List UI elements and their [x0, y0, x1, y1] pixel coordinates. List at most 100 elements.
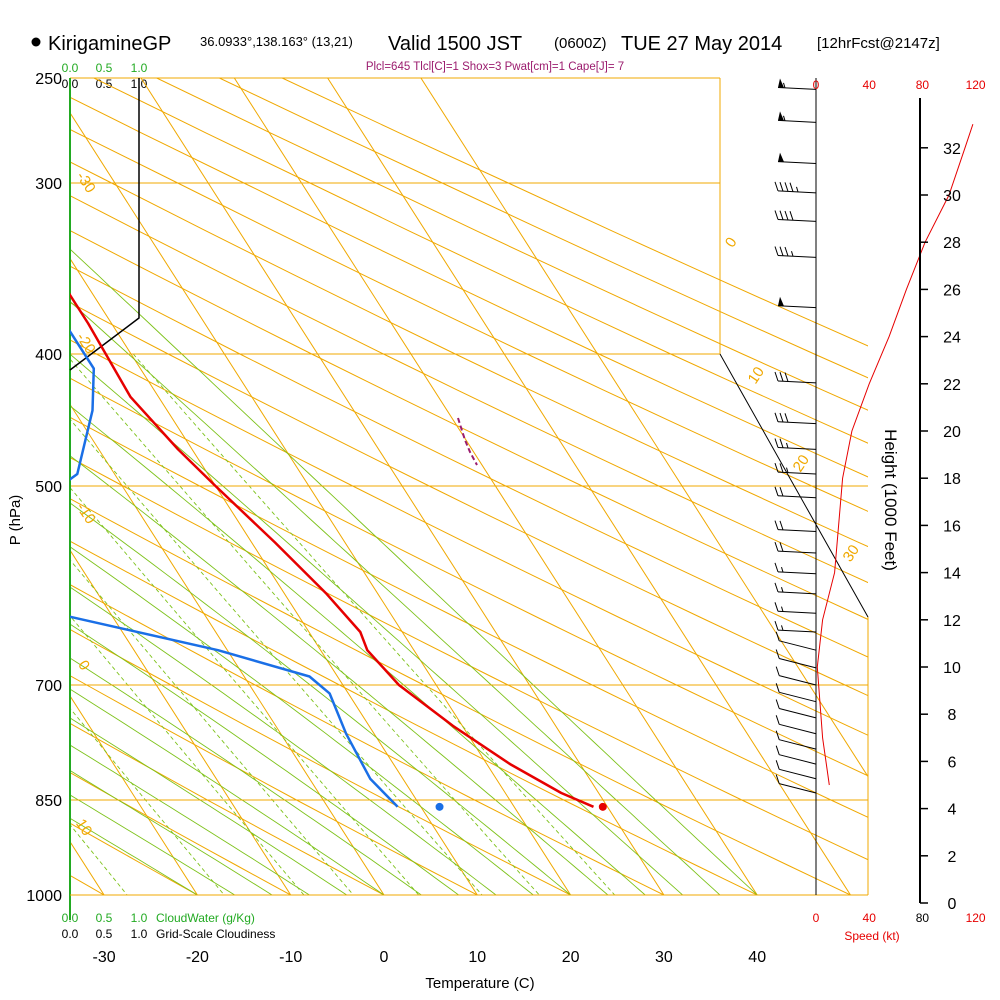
wind-barb-staff — [779, 640, 817, 651]
height-tick-label: 28 — [943, 235, 961, 252]
wind-barb-feather — [774, 562, 779, 573]
wind-barb — [774, 246, 817, 258]
height-tick-label: 10 — [943, 660, 961, 677]
wind-barb — [774, 486, 817, 499]
temperature-tick-label: -30 — [93, 949, 116, 966]
wind-barb-feather — [779, 210, 784, 220]
surface-temperature-dot — [598, 802, 607, 811]
wind-barb-half-feather — [781, 606, 784, 612]
height-tick-label: 32 — [943, 141, 961, 158]
wind-barb-staff — [779, 783, 817, 794]
wind-barb — [775, 715, 817, 735]
dry-adiabat-line — [70, 457, 868, 861]
mixing-ratio-line — [70, 707, 225, 895]
wind-barb — [774, 371, 817, 384]
wind-barb-feather — [774, 520, 779, 530]
wind-barb-feather — [775, 699, 780, 709]
height-tick-label: 26 — [943, 282, 961, 299]
wind-barb-half-feather — [796, 186, 799, 193]
wind-barb — [774, 541, 817, 554]
moist-adiabat-line — [70, 586, 497, 895]
wind-barb — [774, 520, 817, 533]
mixing-ratio-label: 5 — [417, 901, 436, 917]
wind-barb-feather — [789, 182, 794, 192]
wind-barb — [775, 666, 817, 686]
wind-speed-profile — [816, 124, 974, 786]
isotherm-label: -10 — [73, 500, 99, 527]
pressure-axis-label: P (hPa) — [7, 495, 24, 546]
wind-barb-feather — [779, 246, 784, 256]
dry-adiabat-line — [70, 416, 868, 818]
wind-barb-feather — [775, 760, 780, 770]
speed-tick-top: 0 — [813, 78, 820, 92]
pressure-tick-label: 1000 — [26, 888, 62, 905]
wind-barb-feather — [775, 631, 780, 641]
moist-adiabat-line — [70, 744, 310, 895]
isotherm-line — [0, 78, 11, 895]
wind-barb-feather — [774, 412, 779, 422]
cloudwater-bottom-tick: 0.0 — [62, 911, 79, 925]
dry-adiabat-line — [70, 628, 571, 895]
speed-tick-bottom: 120 — [966, 911, 986, 925]
cloudwater-legend-label: CloudWater (g/Kg) — [156, 911, 255, 925]
height-tick-label: 24 — [943, 330, 961, 347]
wind-barb-flag — [778, 78, 784, 88]
moist-adiabat-line — [70, 769, 273, 895]
valid-time: Valid 1500 JST — [388, 33, 522, 55]
wind-barb-feather — [774, 181, 779, 192]
dry-adiabat-line — [219, 78, 868, 379]
cloudiness-legend-label: Grid-Scale Cloudiness — [156, 927, 275, 941]
forecast-info: [12hrFcst@2147z] — [817, 35, 940, 52]
wind-barb-feather — [779, 520, 784, 531]
wind-barb-staff — [777, 161, 817, 164]
wind-barb-feather — [779, 486, 784, 497]
wind-barb-feather — [774, 602, 779, 612]
height-tick-label: 18 — [943, 471, 961, 488]
wind-barb-feather — [774, 620, 779, 631]
wind-barb — [774, 562, 817, 575]
wind-barb-staff — [779, 768, 817, 780]
wind-barb-feather — [775, 683, 780, 693]
temperature-tick-label: 0 — [380, 949, 389, 966]
valid-date: TUE 27 May 2014 — [621, 33, 782, 55]
mixing-ratio-label: 3 — [352, 901, 371, 917]
temperature-tick-label: 20 — [562, 949, 580, 966]
wind-barb-half-feather — [786, 467, 789, 473]
wind-barb-feather — [775, 666, 780, 676]
isobar-lines — [70, 77, 868, 801]
wind-barb — [775, 745, 817, 765]
wind-barb — [777, 152, 817, 164]
wind-barb-staff — [777, 591, 817, 595]
dry-adiabat-line — [93, 78, 868, 444]
dry-adiabat-line — [70, 230, 868, 620]
dry-adiabat-line — [70, 584, 665, 895]
moist-adiabat-line — [70, 248, 758, 895]
wind-barb-feather — [784, 210, 789, 221]
wind-barb-feather — [775, 774, 780, 784]
wind-barb-feather — [784, 246, 789, 257]
wind-barb-half-feather — [781, 566, 784, 573]
wind-barbs — [774, 78, 817, 794]
wind-barb-feather — [775, 649, 780, 659]
wind-barb-staff — [777, 529, 817, 533]
wind-barb-staff — [777, 255, 817, 258]
wind-barb-staff — [777, 471, 817, 475]
cloudiness-bottom-scale: 0.0 0.5 1.0 Grid-Scale Cloudiness — [62, 927, 276, 941]
temperature-tick-label: 10 — [468, 949, 486, 966]
height-tick-label: 6 — [948, 754, 957, 771]
station-name: KirigamineGP — [48, 33, 171, 55]
adiabat-label: 10 — [745, 364, 768, 387]
parcel-lcl-marker — [457, 417, 478, 466]
temperature-profile — [70, 292, 594, 808]
cloudwater-top-scale: 0.0 0.5 1.0 — [62, 61, 148, 75]
dry-adiabat-line — [70, 302, 868, 697]
dry-adiabat-line — [70, 498, 851, 895]
wind-barb-half-feather — [781, 625, 784, 631]
wind-barb-staff — [777, 219, 817, 222]
surface-dewpoint-dot — [435, 802, 444, 811]
wind-barb-staff — [777, 610, 817, 614]
moist-adiabat-line — [70, 455, 609, 895]
